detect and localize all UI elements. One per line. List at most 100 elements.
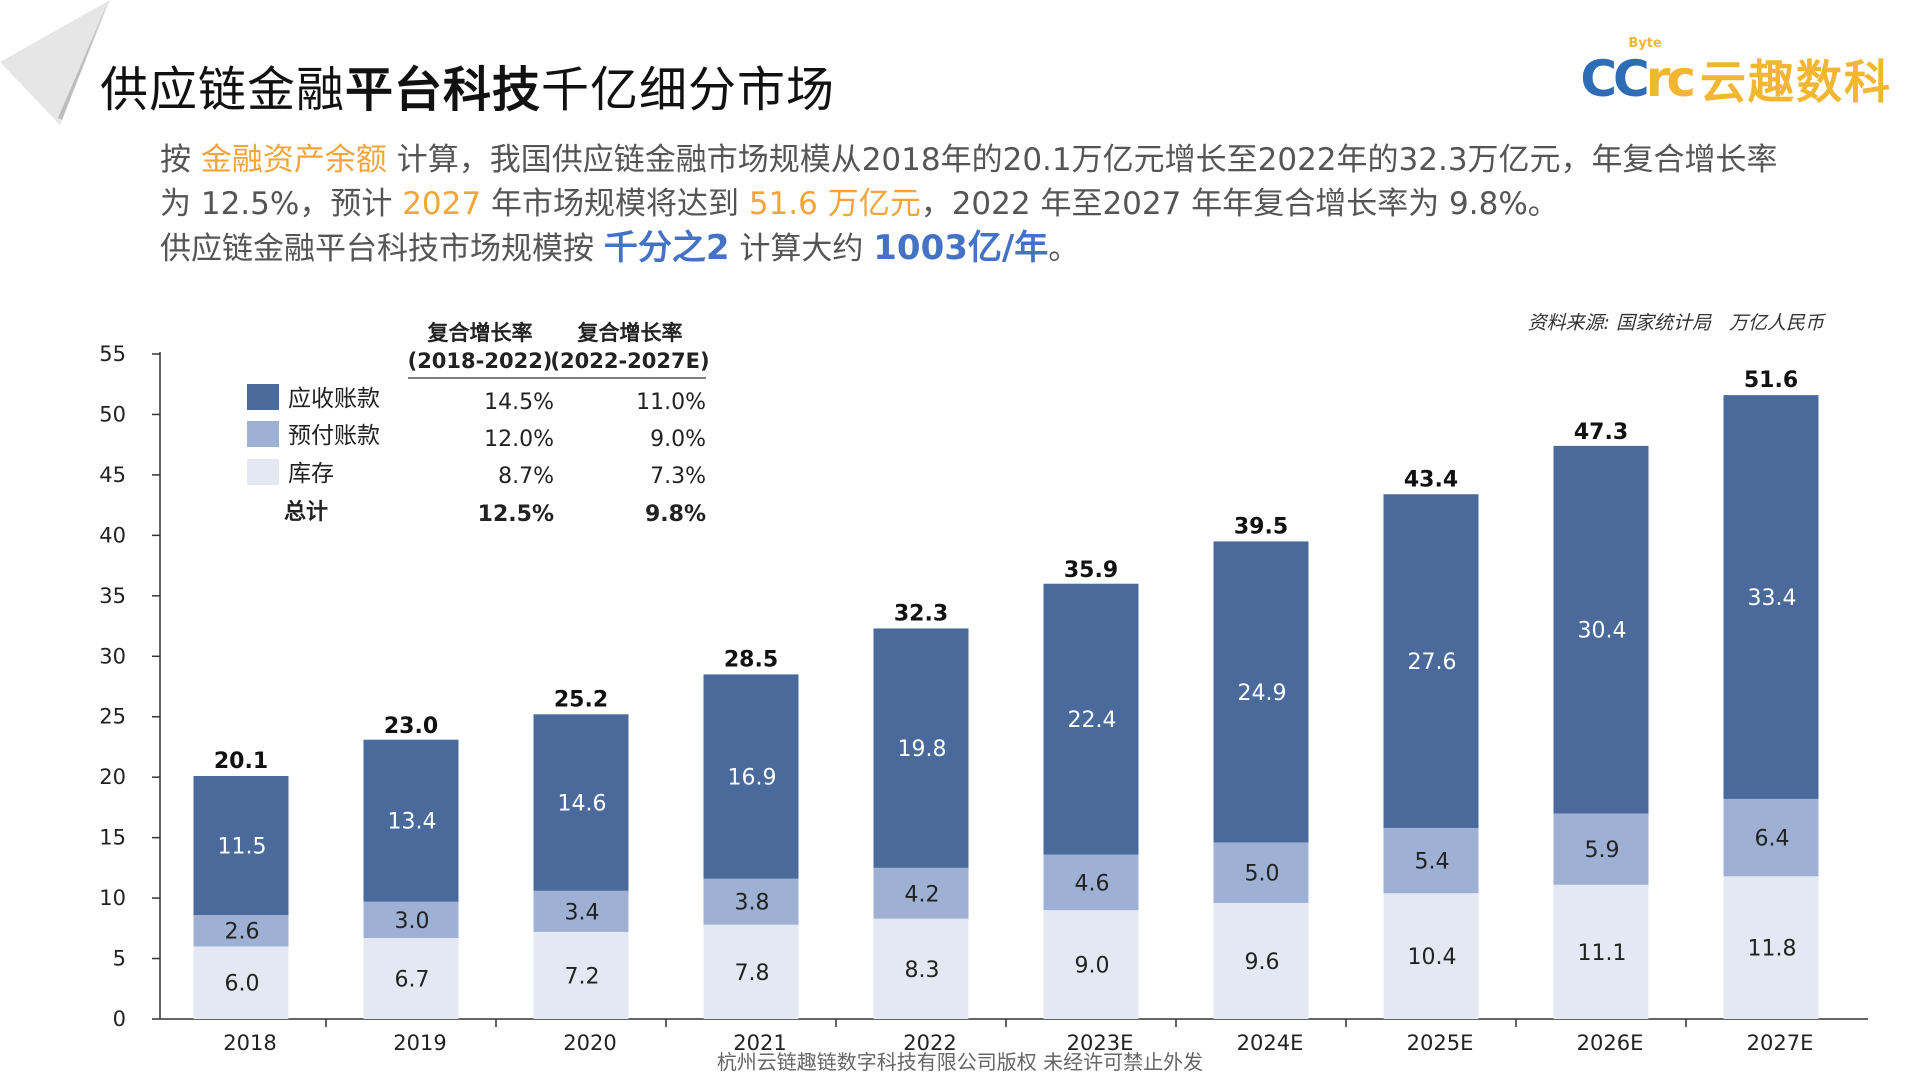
x-tick-label: 2020 [563,1031,616,1055]
logo-mark: CCrc Byte [1580,36,1696,108]
legend-label: 应收账款 [288,386,380,412]
source-label: 资料来源: 国家统计局 [1527,312,1711,334]
cagr-col2-header: (2022-2027E) [550,349,709,373]
cagr-value: 8.7% [498,464,554,489]
intro-line-1: 按 金融资产余额 计算，我国供应链金融市场规模从2018年的20.1万亿元增长至… [160,138,1860,182]
logo-mark-rc: rc [1645,50,1696,108]
bar-segment [193,775,289,916]
data-label: 6.4 [1755,827,1790,852]
intro-emphasis: 千分之2 [603,228,730,268]
y-tick-label: 55 [99,342,126,366]
data-label: 24.9 [1238,681,1287,706]
intro-text: 为 12.5%，预计 [160,186,403,222]
total-label: 28.5 [724,647,778,672]
intro-paragraph: 按 金融资产余额 计算，我国供应链金融市场规模从2018年的20.1万亿元增长至… [160,138,1860,271]
data-label: 11.5 [218,834,267,859]
data-label: 5.0 [1245,862,1280,887]
bar-segment [193,915,289,947]
data-label: 11.8 [1748,937,1797,962]
data-label: 6.0 [225,972,260,997]
data-label: 8.3 [905,958,940,983]
bar-segment [1553,884,1649,1019]
bar-segment [533,890,629,932]
intro-highlight: 2027 [402,186,482,222]
bar-segment [1213,541,1309,843]
data-label: 3.0 [395,909,430,934]
bar-segment [873,628,969,868]
total-label: 47.3 [1574,420,1628,445]
x-tick-label: 2018 [223,1031,276,1055]
bar-segment [1723,876,1819,1019]
data-label: 33.4 [1748,586,1797,611]
data-label: 5.9 [1585,838,1620,863]
total-label: 39.5 [1234,514,1288,539]
data-label: 6.7 [395,967,430,992]
intro-text: ，2022 年至2027 年年复合增长率为 9.8%。 [920,186,1559,222]
data-label: 5.4 [1415,850,1450,875]
y-tick-label: 30 [99,644,126,668]
y-tick-label: 35 [99,584,126,608]
bar-segment [703,878,799,925]
title-part2: 千亿细分市场 [541,62,836,118]
data-label: 3.8 [735,891,770,916]
x-tick-label: 2019 [393,1031,446,1055]
cagr-value: 9.0% [650,427,706,452]
y-tick-label: 20 [99,765,126,789]
data-label: 3.4 [565,900,600,925]
intro-text: 。 [1048,231,1080,267]
bar-segment [363,901,459,938]
data-label: 9.0 [1075,954,1110,979]
x-tick-label: 2023E [1067,1031,1134,1055]
cagr-total-label: 总计 [284,499,328,525]
intro-text: 计算，我国供应链金融市场规模从2018年的20.1万亿元增长至2022年的32.… [386,142,1778,178]
page-title: 供应链金融平台科技千亿细分市场 [100,50,835,120]
bar-segment [703,674,799,879]
bar-segment [1723,395,1819,799]
total-label: 25.2 [554,687,608,712]
y-tick-label: 25 [99,705,126,729]
bar-segment [193,946,289,1019]
source-note: 资料来源: 国家统计局 万亿人民币 [1510,308,1824,335]
data-label: 19.8 [898,737,947,762]
data-label: 16.9 [728,766,777,791]
company-logo: CCrc Byte 云趣数科 [1580,36,1892,114]
total-label: 23.0 [384,714,438,739]
bar-segment [1553,445,1649,814]
bar-segment [873,867,969,919]
x-tick-label: 2026E [1577,1031,1644,1055]
bar-segment [363,937,459,1019]
legend-swatch [247,459,279,485]
bar-segment [1383,827,1479,894]
cagr-value: 12.0% [484,427,554,452]
bar-segment [1553,813,1649,885]
bar-segment [1213,842,1309,903]
bar-segment [1043,583,1139,855]
logo-text: 云趣数科 [1700,55,1892,109]
legend-swatch [247,384,279,410]
x-tick-label: 2021 [733,1031,786,1055]
cagr-value: 12.5% [478,502,554,527]
intro-text: 按 [160,142,201,178]
data-label: 27.6 [1408,650,1457,675]
bar-segment [1723,798,1819,877]
cagr-col1-header: (2018-2022) [408,349,553,373]
y-tick-label: 10 [99,886,126,910]
x-tick-label: 2022 [903,1031,956,1055]
cagr-col1-header: 复合增长率 [427,321,533,345]
y-tick-label: 40 [99,523,126,547]
data-label: 4.2 [905,882,940,907]
data-label: 2.6 [225,920,260,945]
intro-line-2: 为 12.5%，预计 2027 年市场规模将达到 51.6 万亿元，2022 年… [160,182,1860,226]
bar-segment [1383,494,1479,828]
title-bold: 平台科技 [345,62,542,118]
data-label: 22.4 [1068,708,1117,733]
total-label: 51.6 [1744,368,1798,393]
total-label: 20.1 [214,749,268,774]
total-label: 32.3 [894,601,948,626]
x-tick-label: 2024E [1237,1031,1304,1055]
intro-text: 供应链金融平台科技市场规模按 [160,231,604,267]
data-label: 13.4 [388,810,437,835]
title-part1: 供应链金融 [100,62,346,118]
bar-segment [533,714,629,891]
